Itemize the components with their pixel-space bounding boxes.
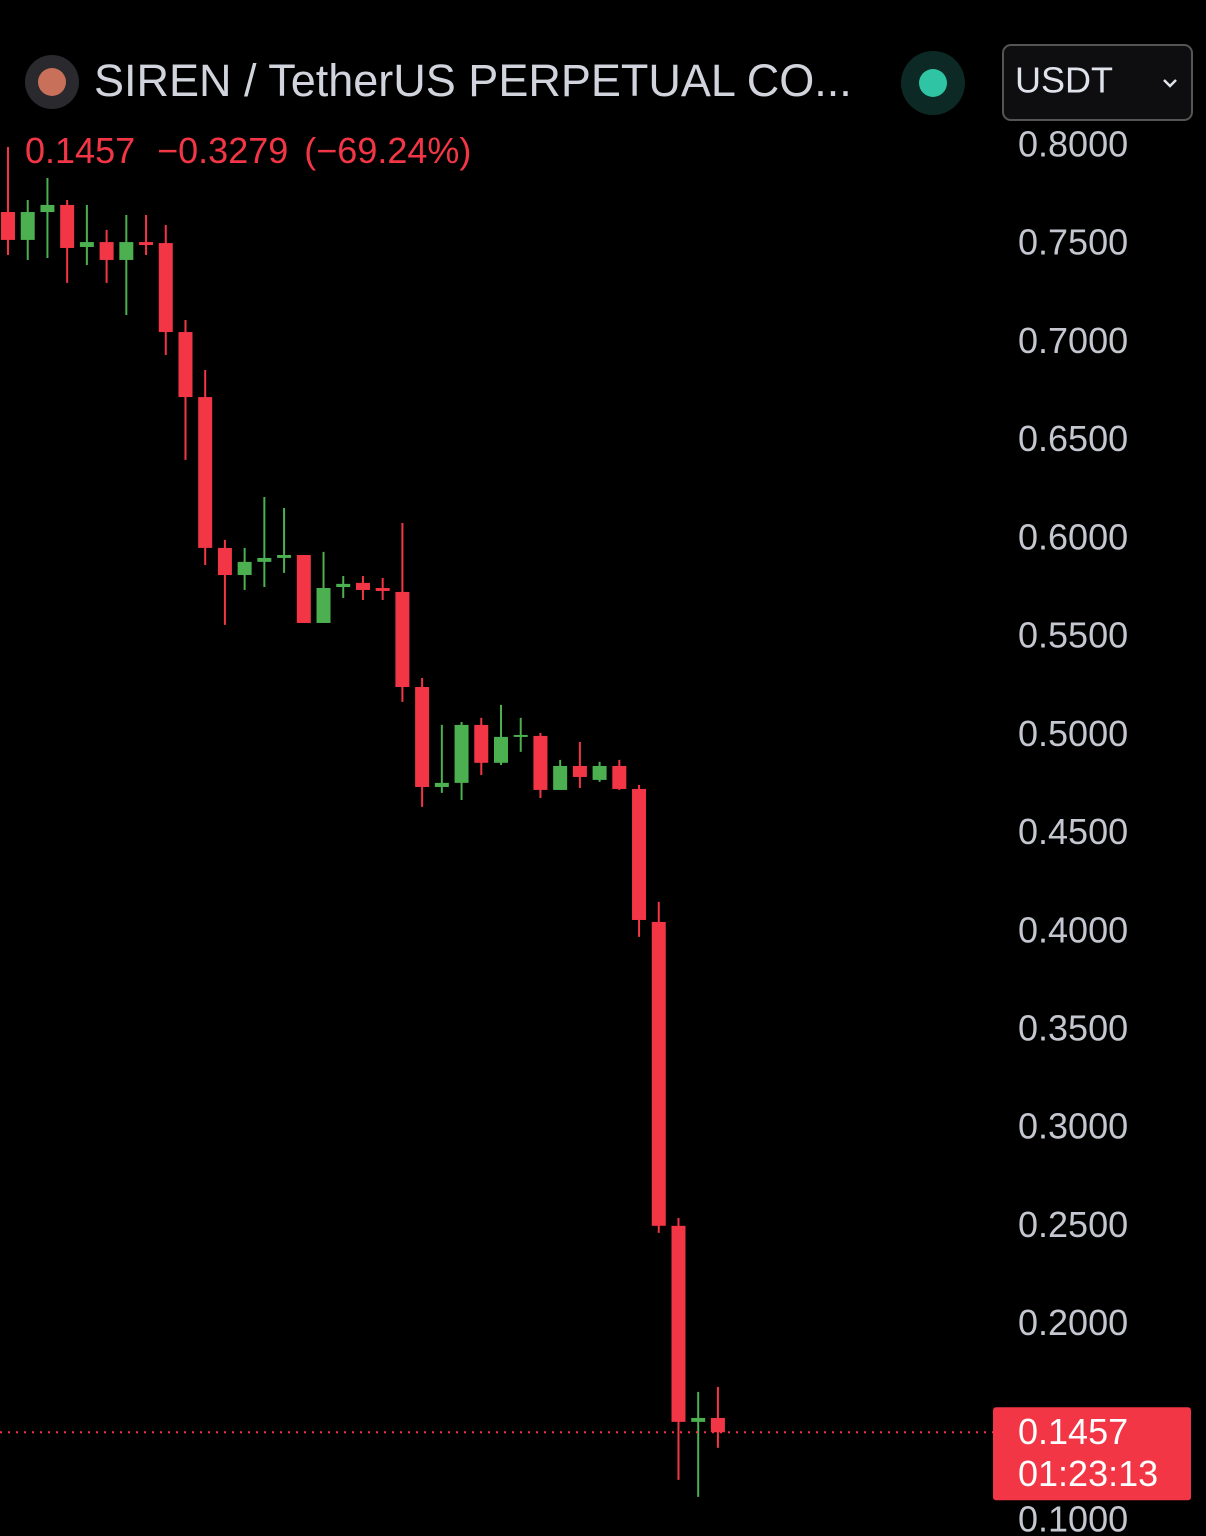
candle-body	[277, 554, 292, 558]
candle-body	[237, 561, 252, 576]
candle-body	[671, 1225, 686, 1422]
candle-body	[572, 765, 587, 777]
currency-button[interactable]	[1002, 44, 1193, 121]
symbol-icon-face	[38, 68, 66, 96]
price-change-pct: (−69.24%)	[304, 130, 471, 171]
candle-body	[139, 242, 154, 246]
y-tick-label: 0.6500	[1018, 418, 1128, 459]
candle-body	[553, 765, 568, 790]
candle-body	[632, 788, 647, 920]
candle-body	[296, 554, 311, 623]
candle-body	[79, 242, 94, 247]
candle-body	[217, 547, 232, 576]
plot: 0.8000 0.7500 0.7000 0.6500 0.6000 0.5500 0.50…	[0, 124, 1191, 1536]
candle-body	[119, 242, 134, 260]
candle-body	[1, 212, 15, 240]
price-header: 0.1457 −0.3279 (−69.24%)	[25, 130, 471, 171]
price: 0.1457	[25, 130, 135, 171]
candle-body	[178, 332, 193, 398]
y-tick-label: 0.5000	[1018, 713, 1128, 754]
candle-body	[257, 557, 272, 562]
candle-body	[375, 587, 390, 591]
candle-body	[434, 782, 449, 787]
candle-body	[710, 1417, 725, 1433]
candle-body	[513, 734, 528, 737]
candle-body	[474, 724, 489, 763]
y-tick-label: 0.6000	[1018, 516, 1128, 557]
candle-body	[494, 736, 508, 763]
candle-body	[454, 724, 469, 783]
candle-body	[691, 1417, 706, 1422]
last-price-box	[993, 1407, 1191, 1501]
candle-body	[395, 591, 410, 688]
dropdown-chevron	[1163, 79, 1177, 88]
candle-body	[198, 397, 213, 548]
y-tick-label: 0.1000	[1018, 1499, 1128, 1536]
y-tick-label: 0.4000	[1018, 909, 1128, 950]
candle-body	[60, 204, 75, 248]
candle-body	[99, 242, 114, 260]
y-tick-label: 0.7500	[1018, 222, 1128, 263]
y-tick-label: 0.2500	[1018, 1204, 1128, 1245]
price-change: −0.3279	[157, 130, 288, 171]
y-tick-label: 0.5500	[1018, 615, 1128, 656]
y-tick-label: 0.7000	[1018, 320, 1128, 361]
y-tick-label: 0.2000	[1018, 1302, 1128, 1343]
y-tick-label: 0.3000	[1018, 1106, 1128, 1147]
candle-body	[651, 921, 666, 1226]
status-dot	[919, 69, 947, 97]
candle-body	[158, 243, 173, 333]
candle-body	[533, 735, 548, 790]
last-price-label: 0.1457	[1018, 1411, 1128, 1452]
candle-body	[592, 765, 607, 780]
y-tick-label: 0.3500	[1018, 1007, 1128, 1048]
y-tick-label: 0.4500	[1018, 811, 1128, 852]
candle-body	[355, 582, 370, 590]
currency-label: USDT	[1015, 60, 1113, 101]
candle-body	[336, 583, 351, 588]
y-tick-label: 0.8000	[1018, 124, 1128, 165]
candle-body	[415, 687, 430, 787]
candle-body	[40, 204, 55, 213]
candle-body	[20, 212, 35, 240]
symbol-title[interactable]: SIREN / TetherUS PERPETUAL CO...	[94, 55, 852, 106]
countdown-label: 01:23:13	[1018, 1453, 1158, 1494]
candle-body	[316, 587, 331, 623]
candle-body	[612, 765, 627, 789]
